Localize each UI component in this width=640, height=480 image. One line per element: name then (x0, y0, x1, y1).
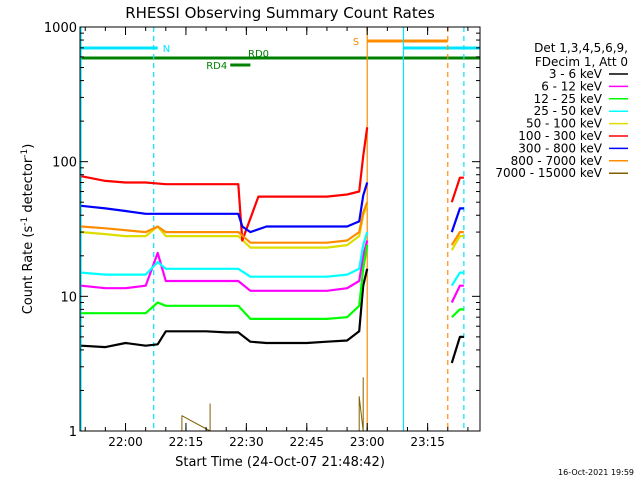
plot-frame (79, 26, 481, 432)
x-tick-label-2: 22:30 (229, 435, 264, 449)
legend-label-5: 100 - 300 keV (518, 129, 602, 143)
series-line-2 (81, 244, 464, 320)
series-line-3 (81, 231, 464, 287)
x-tick-label-0: 22:00 (108, 435, 143, 449)
chart-title: RHESSI Observing Summary Count Rates (125, 4, 435, 22)
y-tick-label-0: 1 (69, 425, 77, 440)
legend-header-line-1: Det 1,3,4,5,6,9, (534, 41, 628, 55)
legend-label-8: 7000 - 15000 keV (495, 166, 602, 180)
legend-header-line-2: FDecim 1, Att 0 (535, 55, 628, 69)
flag-label-2: S (353, 37, 359, 48)
y-axis: 1 10 100 1000 (44, 21, 480, 440)
x-tick-label-5: 23:15 (410, 435, 445, 449)
x-axis-label: Start Time (24-Oct-07 21:48:42) (175, 455, 385, 470)
y-axis-label: Count Rate (s-1 detector-1) (20, 144, 36, 315)
legend-label-6: 300 - 800 keV (518, 141, 602, 155)
legend-label-3: 25 - 50 keV (534, 104, 603, 118)
flag-label-4: RD4 (206, 61, 227, 72)
series-line-7 (81, 201, 464, 246)
legend-label-7: 800 - 7000 keV (511, 154, 603, 168)
x-tick-label-4: 23:00 (350, 435, 385, 449)
x-tick-label-3: 22:45 (289, 435, 324, 449)
flag-label-3: RD0 (248, 49, 269, 60)
y-tick-label-2: 100 (52, 156, 77, 171)
legend-label-4: 50 - 100 keV (526, 117, 603, 131)
series-line-0 (81, 268, 464, 364)
legend-label-1: 6 - 12 keV (541, 79, 603, 93)
y-tick-label-1: 10 (60, 290, 77, 305)
y-label-part-2: detector (21, 157, 36, 217)
flag-label-0: N (163, 44, 170, 55)
series-line-1 (81, 240, 464, 303)
series-line-4 (81, 204, 464, 251)
x-tick-label-1: 22:15 (169, 435, 204, 449)
legend-label-2: 12 - 25 keV (534, 92, 603, 106)
x-axis: 22:00 22:15 22:30 22:45 23:00 23:15 (84, 27, 469, 449)
series-line-8 (181, 377, 364, 432)
y-label-sup-1: -1 (20, 217, 30, 226)
y-label-part-3: ) (21, 144, 36, 149)
series-layer (80, 127, 464, 432)
flags-layer: N S RD0 RD4 (80, 37, 480, 72)
y-label-sup-2: -1 (20, 149, 30, 158)
series-line-6 (81, 182, 464, 234)
y-label-part-1: Count Rate (s (21, 226, 36, 315)
legend-label-0: 3 - 6 keV (549, 67, 603, 81)
series-line-5 (80, 127, 464, 242)
footer-date: 16-Oct-2021 19:59 (558, 468, 634, 477)
y-tick-label-3: 1000 (44, 21, 77, 36)
vertical-lines-layer (80, 27, 465, 431)
